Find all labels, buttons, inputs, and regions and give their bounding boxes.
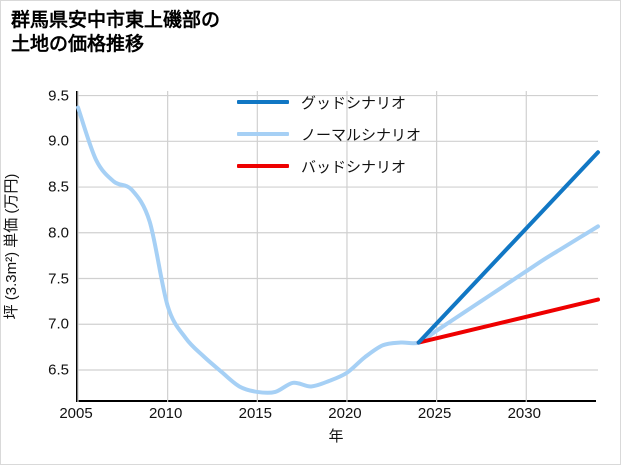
legend-item: グッドシナリオ xyxy=(237,93,421,112)
y-tick-label: 7.5 xyxy=(48,270,69,287)
page-title: 群馬県安中市東上磯部の 土地の価格推移 xyxy=(11,10,221,56)
legend-color-swatch xyxy=(237,132,289,136)
series-lines xyxy=(76,105,600,395)
x-tick-label: 2010 xyxy=(148,405,183,422)
plot-area xyxy=(76,91,600,402)
x-tick-label: 2020 xyxy=(328,405,362,422)
x-tick-label: 2015 xyxy=(238,405,272,422)
legend-label: バッドシナリオ xyxy=(301,158,407,176)
x-tick-label: 2005 xyxy=(59,405,93,422)
legend-color-swatch xyxy=(237,164,289,168)
legend-item: バッドシナリオ xyxy=(237,157,421,176)
series-line xyxy=(416,150,600,345)
gridlines xyxy=(77,91,598,402)
y-tick-label: 8.5 xyxy=(48,178,69,196)
legend-item: ノーマルシナリオ xyxy=(237,125,422,144)
y-tick-label: 9.0 xyxy=(48,132,69,150)
chart-canvas xyxy=(76,91,600,402)
legend-color-swatch xyxy=(237,100,289,104)
legend-label: グッドシナリオ xyxy=(301,94,407,112)
x-axis-label: 年 xyxy=(328,428,344,445)
x-tick-label: 2030 xyxy=(507,405,541,422)
y-tick-label: 9.5 xyxy=(48,87,69,105)
series-line xyxy=(76,105,600,395)
y-tick-label: 6.5 xyxy=(48,361,69,379)
legend-label: ノーマルシナリオ xyxy=(301,126,422,144)
chart-legend: グッドシナリオ ノーマルシナリオ バッドシナリオ xyxy=(237,93,422,176)
series-line xyxy=(416,297,600,345)
x-tick-label: 2025 xyxy=(417,405,452,422)
y-tick-label: 8.0 xyxy=(48,224,69,242)
y-tick-label: 7.0 xyxy=(48,315,69,333)
